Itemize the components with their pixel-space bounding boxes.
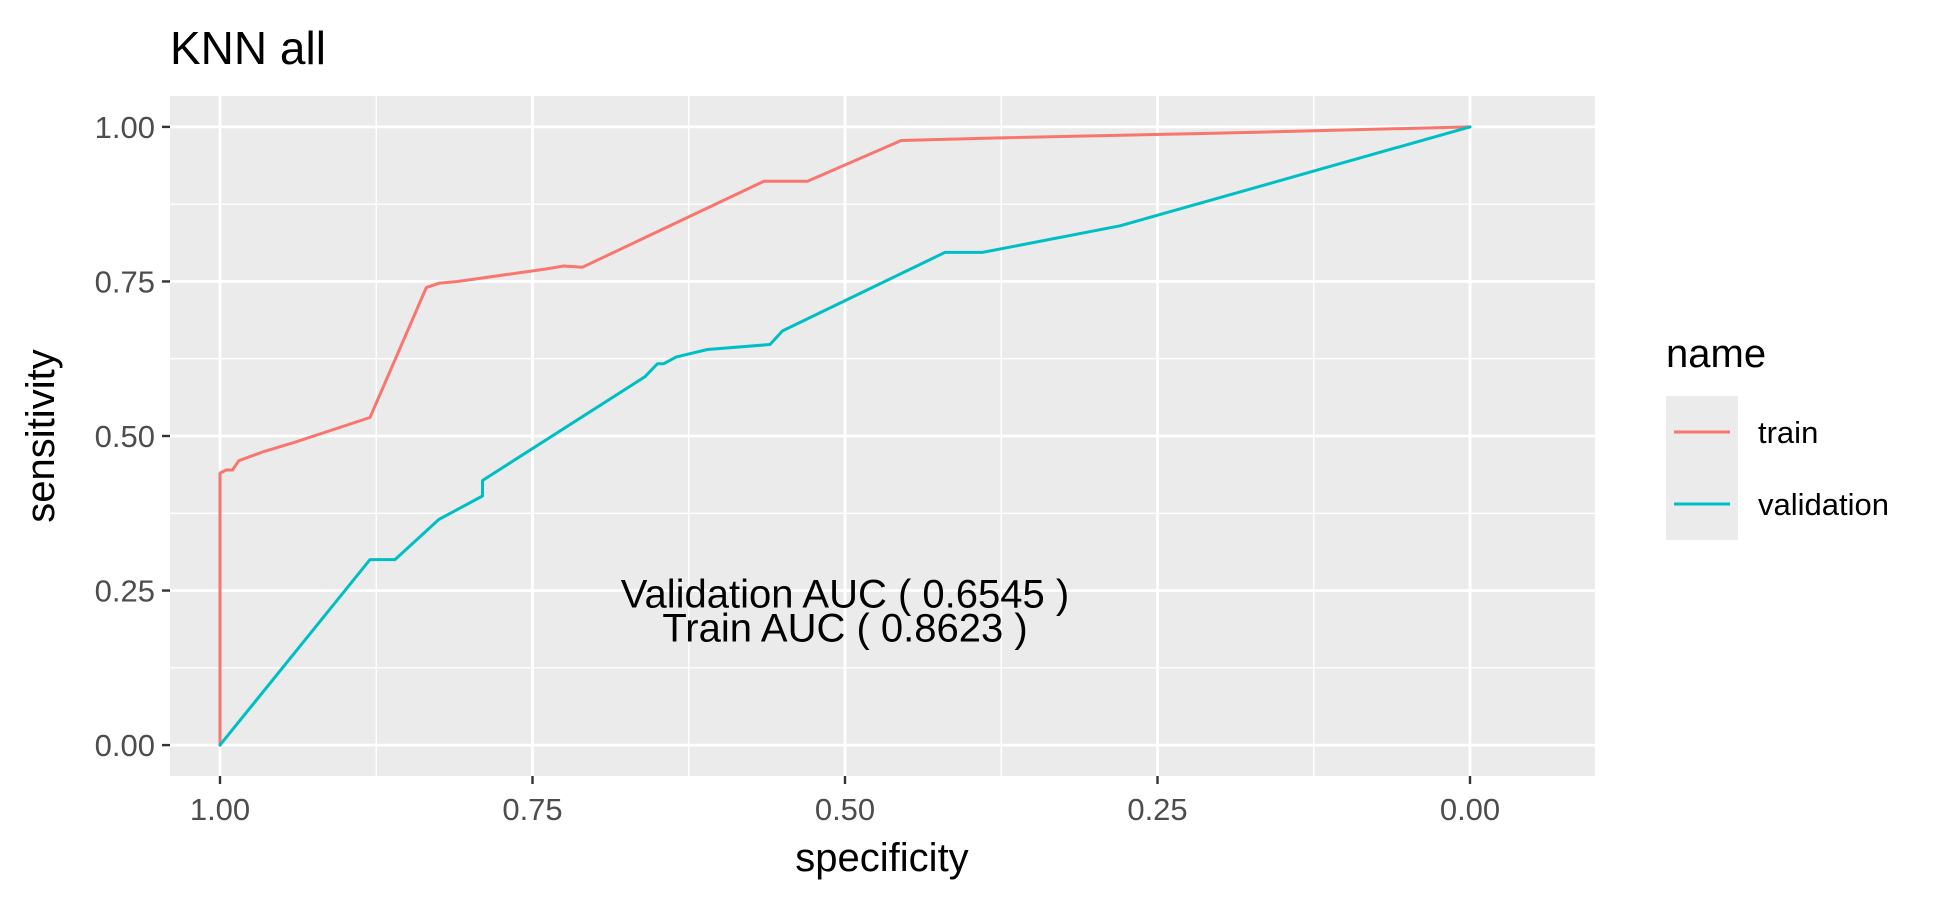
legend: name train validation xyxy=(1666,332,1889,540)
series-line-train xyxy=(218,125,1472,747)
x-tick-label: 0.25 xyxy=(1127,792,1187,827)
y-axis-title: sensitivity xyxy=(19,349,63,522)
legend-label-validation: validation xyxy=(1758,487,1889,522)
x-tick-label: 1.00 xyxy=(190,792,250,827)
series-layer xyxy=(218,125,1472,747)
y-tick-label: 0.50 xyxy=(95,419,155,454)
tick-layer: 1.00 0.75 0.50 0.25 0.00 0.00 0.25 0.50 0.75 1.00 xyxy=(95,110,1501,827)
y-tick-label: 0.25 xyxy=(95,574,155,609)
y-tick-label: 0.75 xyxy=(95,264,155,299)
x-axis-title: specificity xyxy=(795,836,968,880)
x-tick-label: 0.75 xyxy=(502,792,562,827)
annotation-layer: Validation AUC ( 0.6545 )Train AUC ( 0.8… xyxy=(621,573,1069,651)
y-tick-label: 0.00 xyxy=(95,728,155,763)
legend-label-train: train xyxy=(1758,415,1818,450)
x-tick-label: 0.00 xyxy=(1440,792,1500,827)
auc-annotation-1: Train AUC ( 0.8623 ) xyxy=(662,607,1027,651)
legend-key-background xyxy=(1666,396,1738,540)
auc-annotation-0: Validation AUC ( 0.6545 ) xyxy=(621,573,1069,617)
legend-title: name xyxy=(1666,332,1766,376)
x-tick-label: 0.50 xyxy=(815,792,875,827)
series-line-validation xyxy=(218,125,1472,747)
chart-title: KNN all xyxy=(170,22,326,74)
grid-layer xyxy=(170,96,1595,776)
y-tick-label: 1.00 xyxy=(95,110,155,145)
